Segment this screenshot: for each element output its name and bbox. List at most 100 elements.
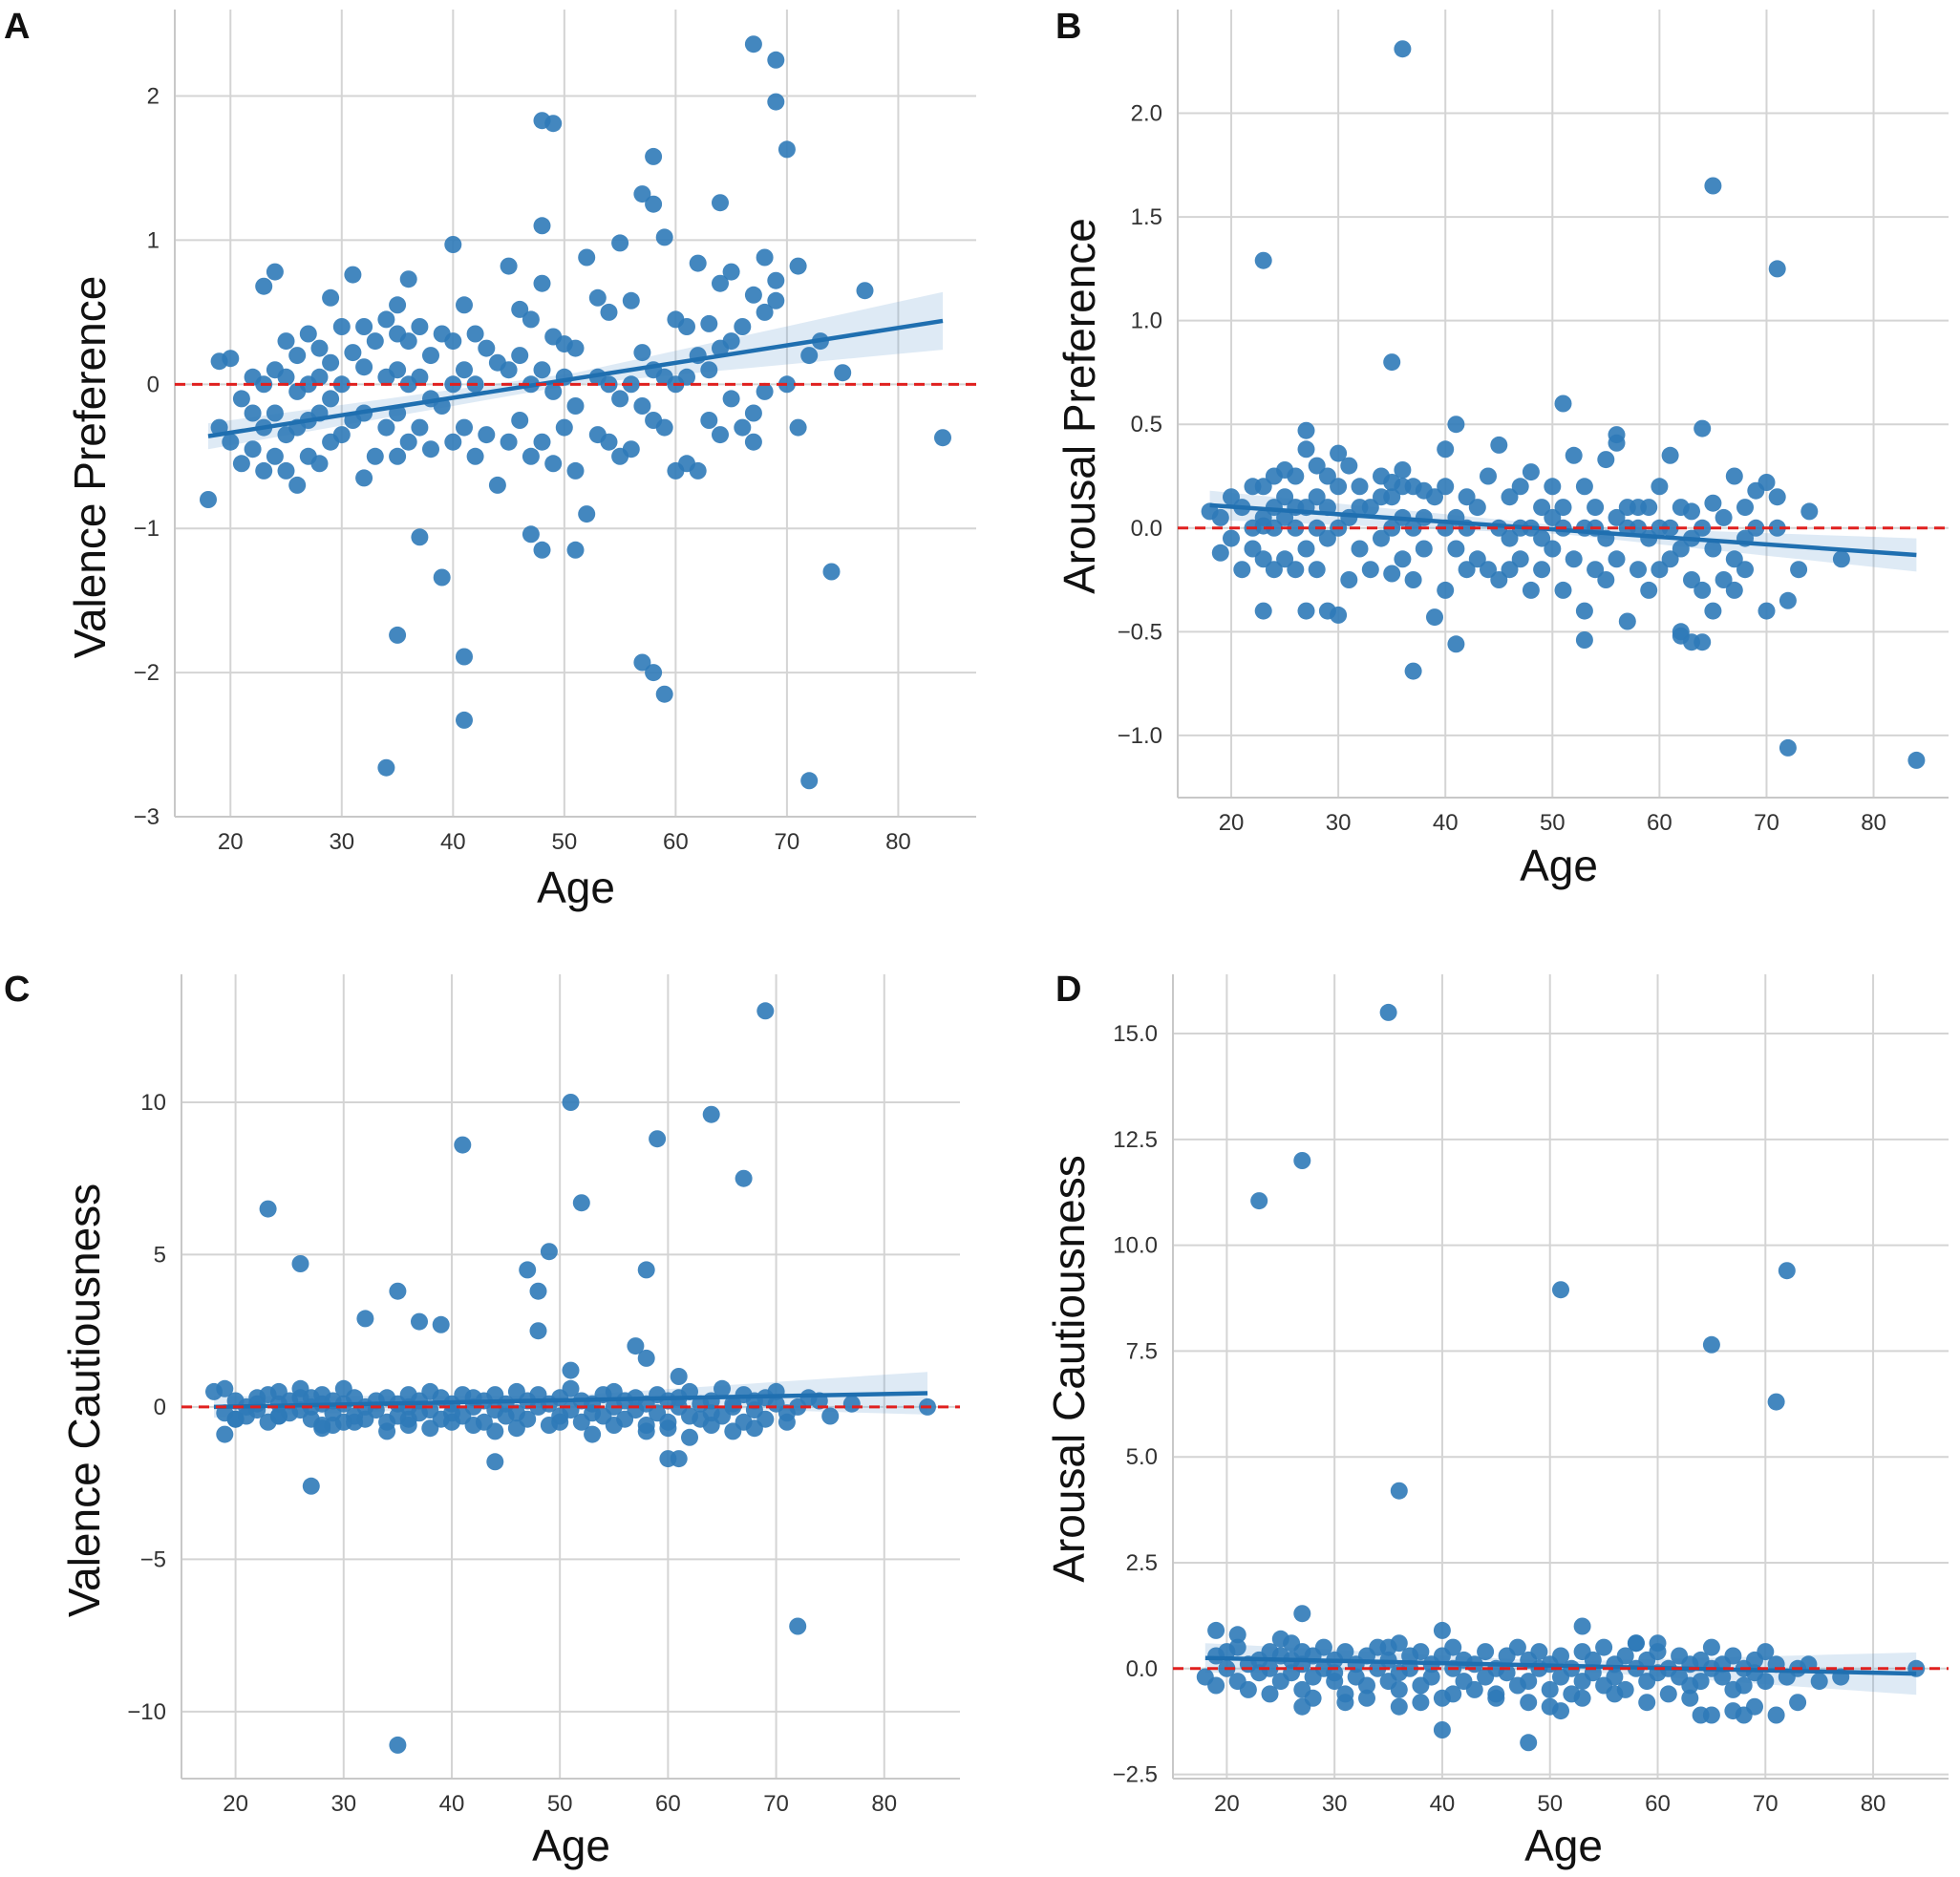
panel-a-point-73 [456,361,473,379]
panel-d-point-128 [1487,1689,1505,1707]
panel-a-point-119 [633,185,651,203]
panel-d-xtick-label-1: 30 [1322,1791,1348,1817]
panel-b-point-78 [1468,550,1486,568]
panel-a-point-110 [600,303,618,321]
panel-b-point-146 [1725,550,1743,568]
panel-d-point-145 [1649,1634,1667,1653]
panel-b-ytick-label-6: 2.0 [1131,101,1162,127]
panel-c-point-133 [584,1425,602,1443]
panel-c-point-99 [714,1379,731,1397]
panel-d-point-122 [1336,1694,1354,1712]
panel-a-point-104 [578,248,596,267]
panel-a-point-52 [389,447,407,465]
panel-d-point-72 [1552,1647,1569,1665]
panel-b-point-135 [1683,571,1700,588]
panel-b-point-79 [1468,499,1486,517]
panel-d-xtick-label-0: 20 [1214,1791,1240,1817]
panel-c-point-121 [269,1407,288,1425]
panel-a-point-7 [244,440,262,459]
panel-a-point-125 [655,228,673,246]
panel-a-point-58 [399,332,417,351]
panel-a-point-8 [244,404,262,422]
panel-b-point-19 [1276,508,1294,526]
panel-c: C 20 30 40 50 60 70 80 −10 −5 0 5 10 Age Valence Ca… [4,970,960,1870]
panel-c-xtick-label-3: 50 [547,1791,573,1817]
panel-a: A 20 30 40 50 60 70 80 −3 −2 −1 0 1 2 Age Valence Pr… [4,7,976,912]
panel-a-point-79 [478,339,496,357]
panel-c-points [205,1002,936,1754]
panel-d-point-104 [1724,1647,1742,1665]
panel-d-point-106 [1735,1676,1753,1695]
panel-a-point-18 [277,461,295,480]
panel-c-xtick-label-0: 20 [223,1791,248,1817]
panel-b-point-7 [1244,540,1262,558]
panel-b-point-162 [1254,517,1272,535]
panel-d-point-66 [1520,1673,1538,1691]
panel-a-point-180 [744,35,762,53]
panel-a-point-91 [533,433,551,451]
panel-b-point-130 [1661,519,1679,537]
panel-b-point-67 [1426,488,1443,506]
panel-b-point-44 [1351,540,1369,558]
panel-b-ytick-label-5: 1.5 [1131,204,1162,230]
panel-d-xtick-label-6: 80 [1861,1791,1886,1817]
panel-b-point-152 [1747,519,1765,537]
panel-c-point-165 [789,1617,807,1635]
panel-a-xtick-label-6: 80 [885,829,911,855]
panel-a-point-161 [834,364,852,382]
panel-b-point-161 [1832,550,1850,568]
panel-c-point-131 [507,1419,525,1438]
panel-b-point-176 [1575,631,1593,649]
panel-d-point-52 [1444,1638,1462,1656]
panel-c-point-137 [681,1428,698,1446]
panel-d-point-134 [1681,1689,1699,1707]
panel-a-point-22 [288,476,307,494]
panel-a-point-39 [332,375,351,394]
panel-b-point-13 [1254,478,1272,496]
panel-b-point-40 [1330,478,1348,496]
panel-a-point-32 [310,368,329,386]
panel-b-point-154 [1758,602,1776,620]
panel-d-letter: D [1055,970,1081,1010]
panel-d-point-26 [1314,1638,1332,1656]
panel-c-point-158 [637,1349,655,1367]
panel-a-point-42 [344,344,362,362]
panel-d-point-68 [1530,1643,1548,1661]
panel-d-point-126 [1433,1621,1451,1639]
panel-b-point-155 [1758,474,1776,491]
panel-b-point-110 [1587,499,1605,517]
panel-b-point-125 [1640,499,1658,517]
panel-a-point-85 [511,412,529,429]
panel-c-point-144 [302,1477,320,1495]
panel-d-ticks: 20 30 40 50 60 70 80 −2.5 0.0 2.5 5.0 7.5 10.0 12.5 15… [1113,1021,1886,1817]
panel-b-point-27 [1297,540,1315,558]
panel-b-point-167 [1383,353,1401,372]
panel-c-point-159 [649,1130,667,1148]
panel-b-point-10 [1254,602,1272,620]
panel-a-ytick-label-1: −2 [134,660,160,686]
panel-a-overlay [175,318,976,438]
panel-b-point-95 [1533,529,1551,547]
panel-a-point-48 [366,332,384,351]
panel-d-xtick-label-4: 60 [1645,1791,1671,1817]
panel-b-point-25 [1287,467,1305,485]
panel-d-point-57 [1477,1643,1495,1661]
panel-b-point-163 [1394,40,1412,58]
panel-d-point-144 [1627,1634,1645,1653]
panel-d-point-115 [1810,1673,1828,1691]
panel-b-point-84 [1490,436,1508,454]
panel-d-ytick-label-5: 10.0 [1113,1233,1158,1259]
panel-b-point-88 [1511,550,1529,568]
panel-b-point-168 [1404,662,1422,680]
panel-d-point-150 [1250,1192,1268,1210]
panel-c-point-155 [572,1194,590,1212]
panel-a-point-54 [389,361,407,379]
panel-b-point-151 [1736,561,1754,579]
panel-b-point-172 [1907,751,1926,769]
panel-d-point-69 [1541,1680,1559,1698]
panel-b-point-171 [1779,738,1797,757]
panel-d-point-42 [1390,1680,1408,1698]
panel-b-point-91 [1522,581,1540,599]
panel-c-point-145 [356,1310,374,1328]
panel-b-point-164 [1704,177,1722,195]
